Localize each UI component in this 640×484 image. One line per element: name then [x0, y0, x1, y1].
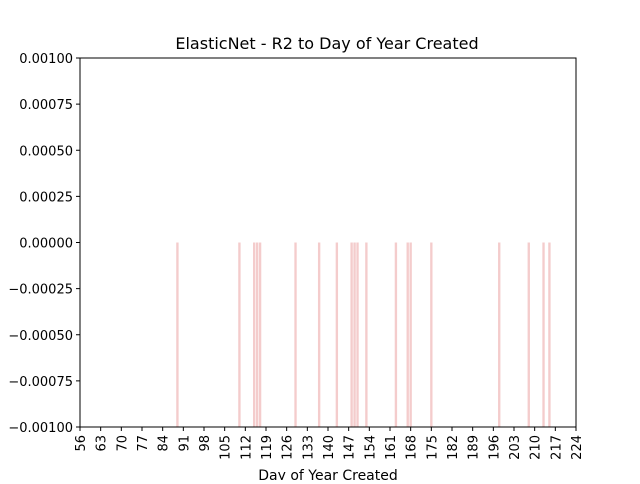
x-tick-label: 217 [549, 435, 564, 460]
y-tick-label: 0.00025 [19, 190, 73, 205]
y-tick-label: −0.00050 [8, 329, 73, 344]
bar [542, 242, 545, 427]
x-tick-label: 63 [95, 435, 110, 452]
bar [238, 242, 241, 427]
bar [548, 242, 551, 427]
y-tick-label: −0.00100 [8, 421, 73, 436]
x-tick-label: 147 [343, 435, 358, 460]
bar [527, 242, 530, 427]
x-axis-label: Day of Year Created [258, 468, 398, 480]
bar [335, 242, 339, 427]
y-tick-label: −0.00025 [8, 283, 73, 298]
x-tick-label: 224 [570, 435, 585, 460]
bar [294, 242, 297, 427]
bar [430, 242, 433, 427]
bar [409, 242, 412, 427]
y-axis: 0.00100 0.00075 0.00050 0.00025 0.00000 −0.00… [8, 52, 80, 436]
y-tick-label: 0.00075 [19, 98, 73, 113]
bar [406, 242, 409, 427]
x-tick-label: 84 [157, 435, 172, 452]
bar [498, 242, 501, 427]
x-tick-label: 189 [467, 435, 482, 460]
x-tick-label: 154 [363, 435, 378, 460]
bar [350, 242, 353, 427]
x-tick-label: 77 [136, 435, 151, 452]
x-tick-label: 182 [446, 435, 461, 460]
x-tick-label: 210 [529, 435, 544, 460]
x-tick-label: 161 [384, 435, 399, 460]
x-tick-label: 168 [405, 435, 420, 460]
x-tick-label: 112 [239, 435, 254, 460]
chart-title: ElasticNet - R2 to Day of Year Created [175, 34, 478, 53]
bar [394, 242, 398, 427]
x-tick-label: 98 [198, 435, 213, 452]
y-tick-label: 0.00050 [19, 144, 73, 159]
x-tick-label: 119 [260, 435, 275, 460]
y-tick-label: 0.00100 [19, 52, 73, 67]
bar [258, 242, 262, 427]
bar [255, 242, 259, 427]
bar [353, 242, 356, 427]
x-tick-label: 56 [74, 435, 89, 452]
x-tick-label: 133 [301, 435, 316, 460]
bar [365, 242, 368, 427]
y-tick-label: −0.00075 [8, 375, 73, 390]
x-tick-label: 140 [322, 435, 337, 460]
bar [317, 242, 321, 427]
x-tick-label: 175 [425, 435, 440, 460]
bar [356, 242, 359, 427]
x-tick-label: 196 [487, 435, 502, 460]
x-tick-label: 203 [508, 435, 523, 460]
bars-group [176, 242, 551, 427]
plot-area-frame [79, 57, 577, 428]
y-tick-label: 0.00000 [19, 237, 73, 252]
x-tick-label: 91 [177, 435, 192, 452]
x-tick-label: 70 [115, 435, 130, 452]
bar [176, 242, 179, 427]
bar [253, 242, 256, 427]
x-axis: 56 63 70 77 84 91 98 105 112 119 126 133 140 147 154 16… [74, 427, 585, 460]
x-tick-label: 105 [219, 435, 234, 460]
x-tick-label: 126 [281, 435, 296, 460]
